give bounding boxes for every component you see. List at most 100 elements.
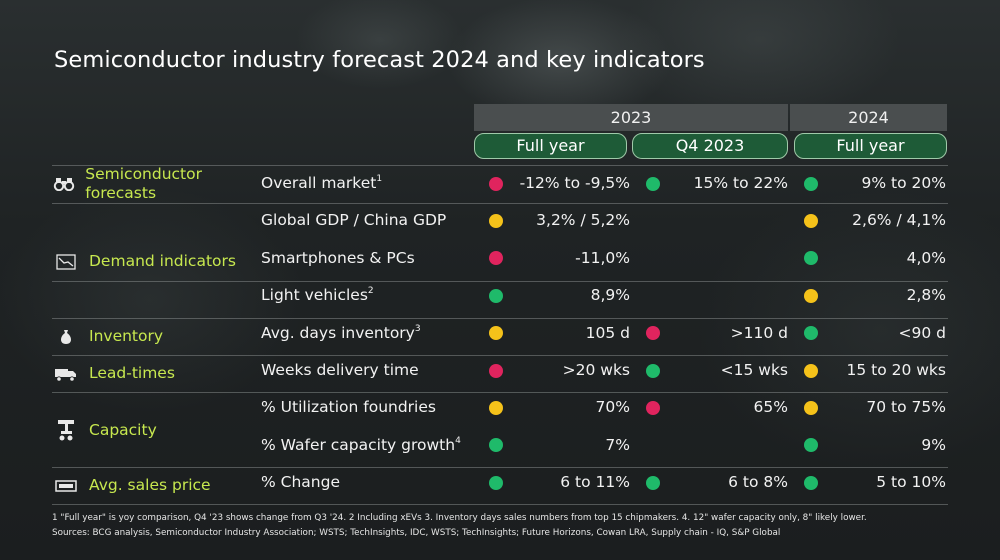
indicator-label: % Change	[261, 464, 471, 501]
category-label: Semiconductor forecasts	[85, 165, 202, 202]
status-dot-green	[804, 326, 818, 341]
year-header-2023: 2023	[474, 104, 788, 131]
row-separator	[52, 392, 948, 393]
status-dot-red	[646, 326, 660, 341]
indicator-label: Weeks delivery time	[261, 352, 471, 389]
row-separator	[52, 467, 948, 468]
value-cell-fy24: <90 d	[898, 323, 946, 342]
row-separator	[52, 355, 948, 356]
status-dot-green	[804, 438, 818, 453]
value-cell-fy23: 6 to 11%	[560, 473, 630, 492]
indicator-text: % Wafer capacity growth	[261, 435, 456, 454]
status-dot-green	[489, 475, 503, 490]
footnote-marker: 4	[455, 435, 461, 446]
footnote-marker: 2	[367, 286, 374, 297]
indicator-text: Overall market	[261, 174, 377, 192]
value-cell-q4: 65%	[753, 398, 788, 417]
status-dot-red	[489, 363, 503, 378]
status-dot-yellow	[489, 400, 503, 415]
year-header-2024: 2024	[790, 104, 947, 131]
category-label: Avg. sales price	[89, 476, 211, 494]
value-cell-fy24: 9%	[921, 435, 946, 454]
footnote-marker: 1	[376, 174, 383, 184]
value-cell-q4: 6 to 8%	[728, 473, 788, 492]
value-cell-fy23: -12% to -9,5%	[519, 174, 630, 192]
category-demand-indicators: Demand indicators	[52, 243, 252, 280]
price-tag-icon	[52, 479, 80, 492]
category-label: Inventory	[89, 327, 164, 345]
status-dot-green	[804, 475, 818, 490]
category-label: Lead-times	[89, 364, 175, 382]
indicator-label: Light vehicles2	[261, 277, 471, 314]
status-dot-yellow	[489, 326, 503, 341]
column-header-full-year-2024: Full year	[794, 133, 947, 159]
category-capacity: Capacity	[52, 411, 252, 449]
chart-icon	[52, 253, 80, 270]
category-label: Capacity	[89, 420, 157, 439]
indicator-text: % Change	[261, 473, 340, 492]
value-cell-fy24: 15 to 20 wks	[846, 361, 946, 379]
column-header-full-year-2023: Full year	[474, 133, 627, 159]
category-avg-sales-price: Avg. sales price	[52, 467, 252, 504]
value-cell-fy23: 3,2% / 5,2%	[536, 211, 630, 230]
value-cell-fy23: >20 wks	[562, 361, 630, 379]
value-cell-fy23: 8,9%	[590, 286, 630, 305]
status-dot-green	[489, 288, 503, 303]
status-dot-yellow	[804, 400, 818, 415]
value-cell-q4: <15 wks	[720, 361, 788, 379]
value-cell-q4: 15% to 22%	[693, 174, 788, 192]
category-inventory: Inventory	[52, 318, 252, 355]
robot-arm-icon	[52, 419, 80, 441]
value-cell-fy23: 105 d	[585, 323, 630, 342]
value-cell-fy24: 70 to 75%	[866, 398, 946, 417]
value-cell-fy24: 4,0%	[906, 248, 946, 267]
indicator-text: % Utilization foundries	[261, 398, 436, 417]
category-lead-times: Lead-times	[52, 355, 252, 392]
status-dot-green	[646, 363, 660, 378]
row-separator	[52, 203, 948, 204]
status-dot-green	[804, 176, 818, 191]
row-separator	[52, 318, 948, 319]
status-dot-green	[489, 438, 503, 453]
status-dot-red	[489, 251, 503, 266]
value-cell-fy24: 9% to 20%	[861, 174, 946, 192]
status-dot-red	[489, 176, 503, 191]
delivery-truck-icon	[52, 366, 80, 382]
category-semiconductor-forecasts: Semiconductor forecasts	[52, 165, 252, 203]
footnote-marker: 3	[414, 323, 421, 334]
row-separator	[52, 281, 948, 282]
status-dot-green	[646, 475, 660, 490]
status-dot-red	[646, 400, 660, 415]
page-title: Semiconductor industry forecast 2024 and…	[54, 47, 705, 73]
indicator-text: Global GDP / China GDP	[261, 211, 447, 230]
indicator-label: Overall market1	[261, 165, 471, 202]
indicator-text: Smartphones & PCs	[261, 248, 415, 267]
category-label: Demand indicators	[89, 252, 236, 270]
indicator-text: Avg. days inventory	[261, 323, 415, 342]
indicator-label: % Wafer capacity growth4	[261, 427, 471, 464]
indicator-text: Light vehicles	[261, 286, 368, 305]
binoculars-icon	[52, 177, 76, 191]
status-dot-yellow	[804, 363, 818, 378]
column-header-q4-2023: Q4 2023	[632, 133, 788, 159]
value-cell-fy24: 2,8%	[906, 286, 946, 305]
status-dot-yellow	[489, 213, 503, 228]
indicator-label: Avg. days inventory3	[261, 315, 471, 352]
status-dot-green	[646, 176, 660, 191]
indicator-label: % Utilization foundries	[261, 389, 471, 426]
footnote-line-1: 1 "Full year" is yoy comparison, Q4 '23 …	[52, 513, 867, 523]
indicator-text: Weeks delivery time	[261, 361, 419, 379]
value-cell-fy23: 7%	[605, 435, 630, 454]
value-cell-fy24: 5 to 10%	[876, 473, 946, 492]
status-dot-yellow	[804, 288, 818, 303]
value-cell-fy23: -11,0%	[575, 248, 630, 267]
status-dot-yellow	[804, 213, 818, 228]
indicator-label: Smartphones & PCs	[261, 240, 471, 277]
status-dot-green	[804, 251, 818, 266]
value-cell-fy24: 2,6% / 4,1%	[852, 211, 946, 230]
footnote-sources: Sources: BCG analysis, Semiconductor Ind…	[52, 528, 781, 538]
value-cell-fy23: 70%	[595, 398, 630, 417]
indicator-label: Global GDP / China GDP	[261, 202, 471, 239]
value-cell-q4: >110 d	[730, 323, 788, 342]
